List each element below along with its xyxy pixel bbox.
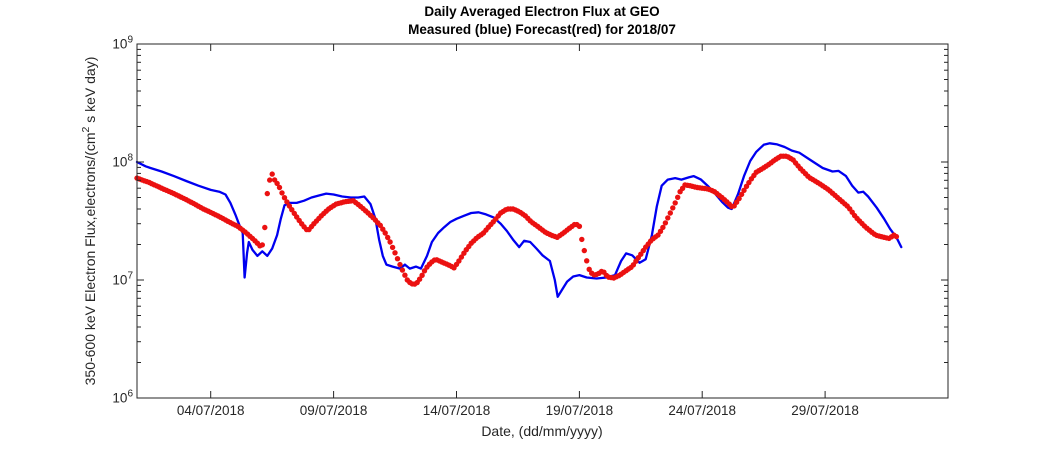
- y-tick-labels: 106 107 108 109: [112, 35, 133, 406]
- measured-line: [135, 142, 903, 298]
- x-tick-labels: 04/07/2018 09/07/2018 14/07/2018 19/07/2018…: [177, 403, 859, 418]
- y-tick-label: 107: [112, 271, 133, 288]
- chart-title-line1: Daily Averaged Electron Flux at GEO: [424, 4, 659, 19]
- x-tick-label: 14/07/2018: [423, 403, 491, 418]
- plot-box: [136, 43, 949, 399]
- y-axis-label: 350-600 keV Electron Flux,electrons/(cm2…: [80, 57, 98, 386]
- chart-title-line2: Measured (blue) Forecast(red) for 2018/0…: [408, 22, 676, 37]
- y-tick-label: 106: [112, 389, 133, 406]
- x-tick-label: 09/07/2018: [300, 403, 368, 418]
- x-tick-label: 29/07/2018: [791, 403, 859, 418]
- forecast-dots: [134, 153, 900, 287]
- x-tick-label: 24/07/2018: [668, 403, 736, 418]
- x-tick-label: 19/07/2018: [546, 403, 614, 418]
- x-axis-label: Date, (dd/mm/yyyy): [481, 423, 602, 439]
- y-tick-label: 109: [112, 35, 133, 52]
- x-tick-label: 04/07/2018: [177, 403, 245, 418]
- series-layer: [134, 142, 903, 298]
- y-tick-label: 108: [112, 153, 133, 170]
- axes-layer: [136, 43, 949, 399]
